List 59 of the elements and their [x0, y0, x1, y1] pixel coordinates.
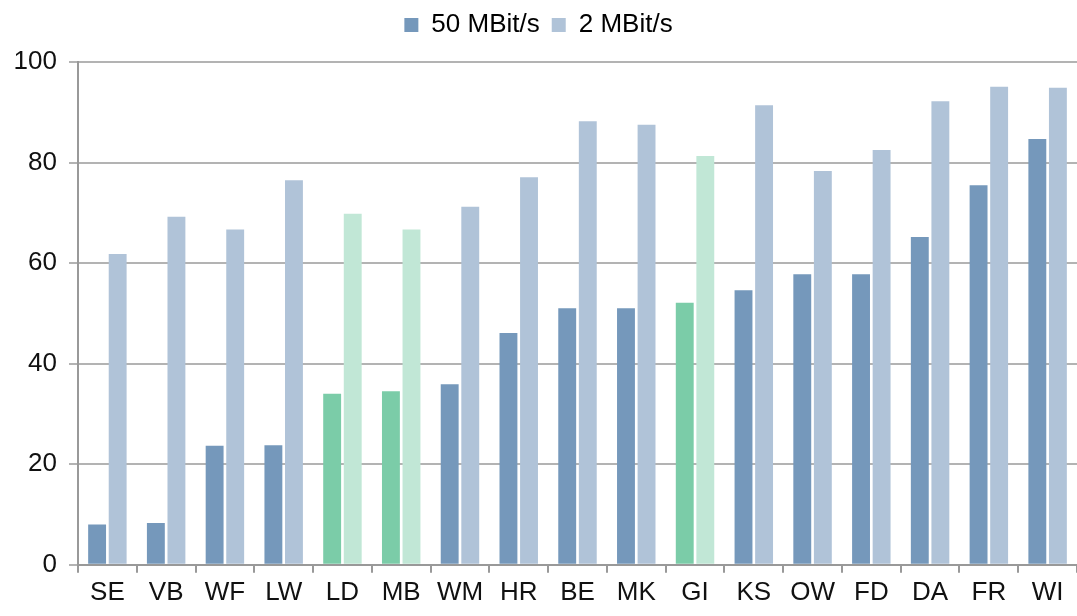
x-tick-label: BE — [560, 575, 595, 606]
bar — [264, 445, 283, 564]
y-tick-label: 0 — [42, 547, 57, 578]
bar — [969, 185, 988, 564]
bar — [1028, 138, 1047, 564]
x-tick-label: LD — [325, 575, 360, 606]
y-tick-label: 40 — [28, 346, 57, 377]
bar — [402, 229, 421, 564]
y-tick-label: 100 — [13, 45, 57, 76]
bar — [1048, 87, 1067, 564]
y-tick-label: 80 — [28, 145, 57, 176]
bar — [793, 274, 812, 564]
bar — [696, 156, 715, 564]
x-tick-label: VB — [148, 575, 184, 606]
x-tick-label: MK — [616, 575, 657, 606]
bar — [520, 177, 538, 564]
x-tick-label: MB — [381, 575, 421, 606]
bar — [499, 333, 518, 564]
bar — [734, 290, 753, 564]
bar — [323, 393, 342, 564]
x-tick-label: HR — [499, 575, 538, 606]
x-tick-label: KS — [736, 575, 772, 606]
x-tick-label: LW — [265, 575, 303, 606]
bar — [226, 229, 245, 564]
y-tick-label: 60 — [28, 246, 57, 277]
x-tick-label: DA — [912, 575, 949, 606]
x-tick-label: WI — [1031, 575, 1064, 606]
bar — [931, 101, 950, 564]
bar — [990, 86, 1009, 564]
bar — [617, 308, 635, 564]
bar — [558, 308, 577, 564]
bar — [440, 384, 459, 564]
bar — [167, 216, 186, 564]
bar — [637, 124, 656, 564]
x-tick-label: WM — [436, 575, 484, 606]
bar — [852, 274, 870, 564]
x-tick-label: FR — [971, 575, 1007, 606]
bar — [343, 213, 362, 564]
x-tick-label: OW — [790, 575, 836, 606]
bar — [578, 121, 597, 564]
bar — [108, 254, 127, 564]
bar — [88, 524, 107, 564]
bar — [675, 302, 694, 564]
legend-label: 50 MBit/s — [431, 8, 540, 39]
bar — [872, 149, 891, 564]
x-tick-label: WF — [204, 575, 246, 606]
legend-label: 2 MBit/s — [578, 8, 673, 39]
bar — [381, 391, 400, 564]
bar — [461, 206, 480, 564]
bar — [146, 523, 165, 564]
bar — [755, 105, 774, 564]
bar — [285, 180, 303, 564]
bar — [813, 171, 832, 564]
y-tick-label: 20 — [28, 447, 57, 478]
bar — [910, 236, 929, 564]
x-tick-label: FD — [853, 575, 889, 606]
x-tick-label: SE — [90, 575, 125, 606]
bar — [205, 445, 224, 564]
x-tick-label: GI — [681, 575, 709, 606]
